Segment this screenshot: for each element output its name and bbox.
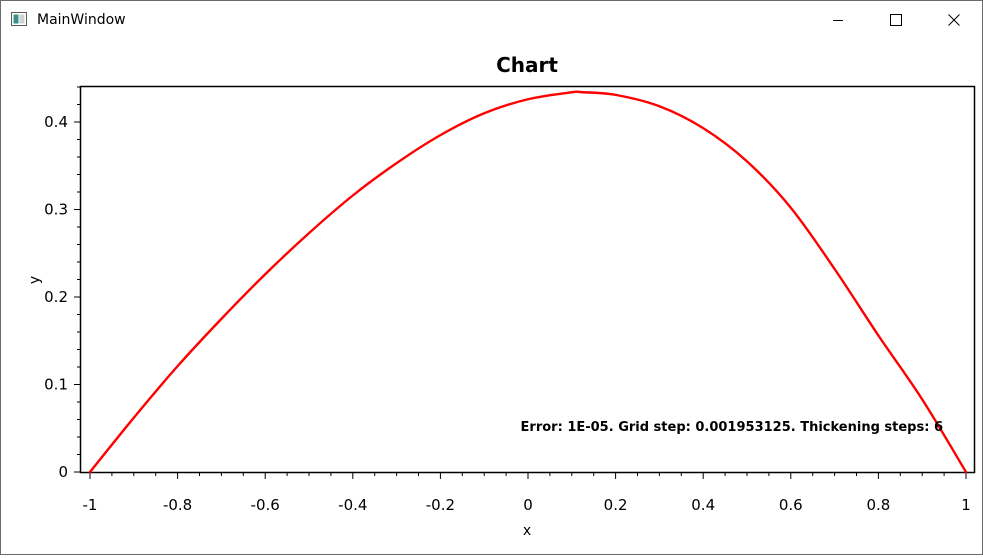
x-tick-label: -0.6: [251, 496, 280, 514]
y-tick-label: 0.2: [44, 288, 68, 306]
series-layer: [88, 90, 968, 474]
window-title: MainWindow: [37, 12, 126, 28]
y-tick-label: 0.3: [44, 201, 68, 219]
x-tick-label: 1: [961, 496, 971, 514]
chart-annotation: Error: 1E-05. Grid step: 0.001953125. Th…: [521, 420, 943, 435]
x-tick-label: 0.8: [866, 496, 890, 514]
title-bar[interactable]: MainWindow: [1, 1, 982, 38]
y-tick-label: 0.4: [44, 113, 68, 131]
chart: Chart 00.10.20.30.4 -1 -0.8 -0.6 -0.4 -0.2 0 0…: [27, 53, 976, 539]
minimize-button[interactable]: [809, 1, 867, 38]
close-icon: [948, 13, 960, 26]
x-axis: -1 -0.8 -0.6 -0.4 -0.2 0 0.2 0.4 0.6 0.8 1: [83, 473, 971, 514]
x-tick-label: 0.6: [779, 496, 803, 514]
chart-title: Chart: [496, 53, 558, 77]
maximize-button[interactable]: [867, 1, 925, 38]
x-tick-label: -0.4: [338, 496, 367, 514]
x-axis-label: x: [523, 523, 531, 539]
x-tick-label: 0.4: [691, 496, 715, 514]
chart-area: Chart 0 0.1 0.2 0.3 0.4 -1 -0.8 -0.6 -0.4 -0.2 0 0…: [1, 38, 982, 554]
x-tick-label: -0.8: [163, 496, 192, 514]
plot-frame: [79, 85, 976, 474]
app-icon: [11, 12, 27, 26]
x-tick-label: -0.2: [426, 496, 455, 514]
maximize-icon: [890, 13, 902, 26]
minimize-icon: [833, 19, 843, 21]
close-button[interactable]: [925, 1, 983, 38]
series-line: [88, 90, 968, 474]
x-tick-label: 0: [523, 496, 533, 514]
y-tick-label: 0: [58, 463, 68, 481]
x-tick-label: -1: [83, 496, 98, 514]
y-axis: 0 0.1 0.2 0.3 0.4: [44, 86, 80, 481]
y-tick-label: 0.1: [44, 376, 68, 394]
y-axis-label: y: [27, 276, 43, 284]
x-tick-label: 0.2: [604, 496, 628, 514]
